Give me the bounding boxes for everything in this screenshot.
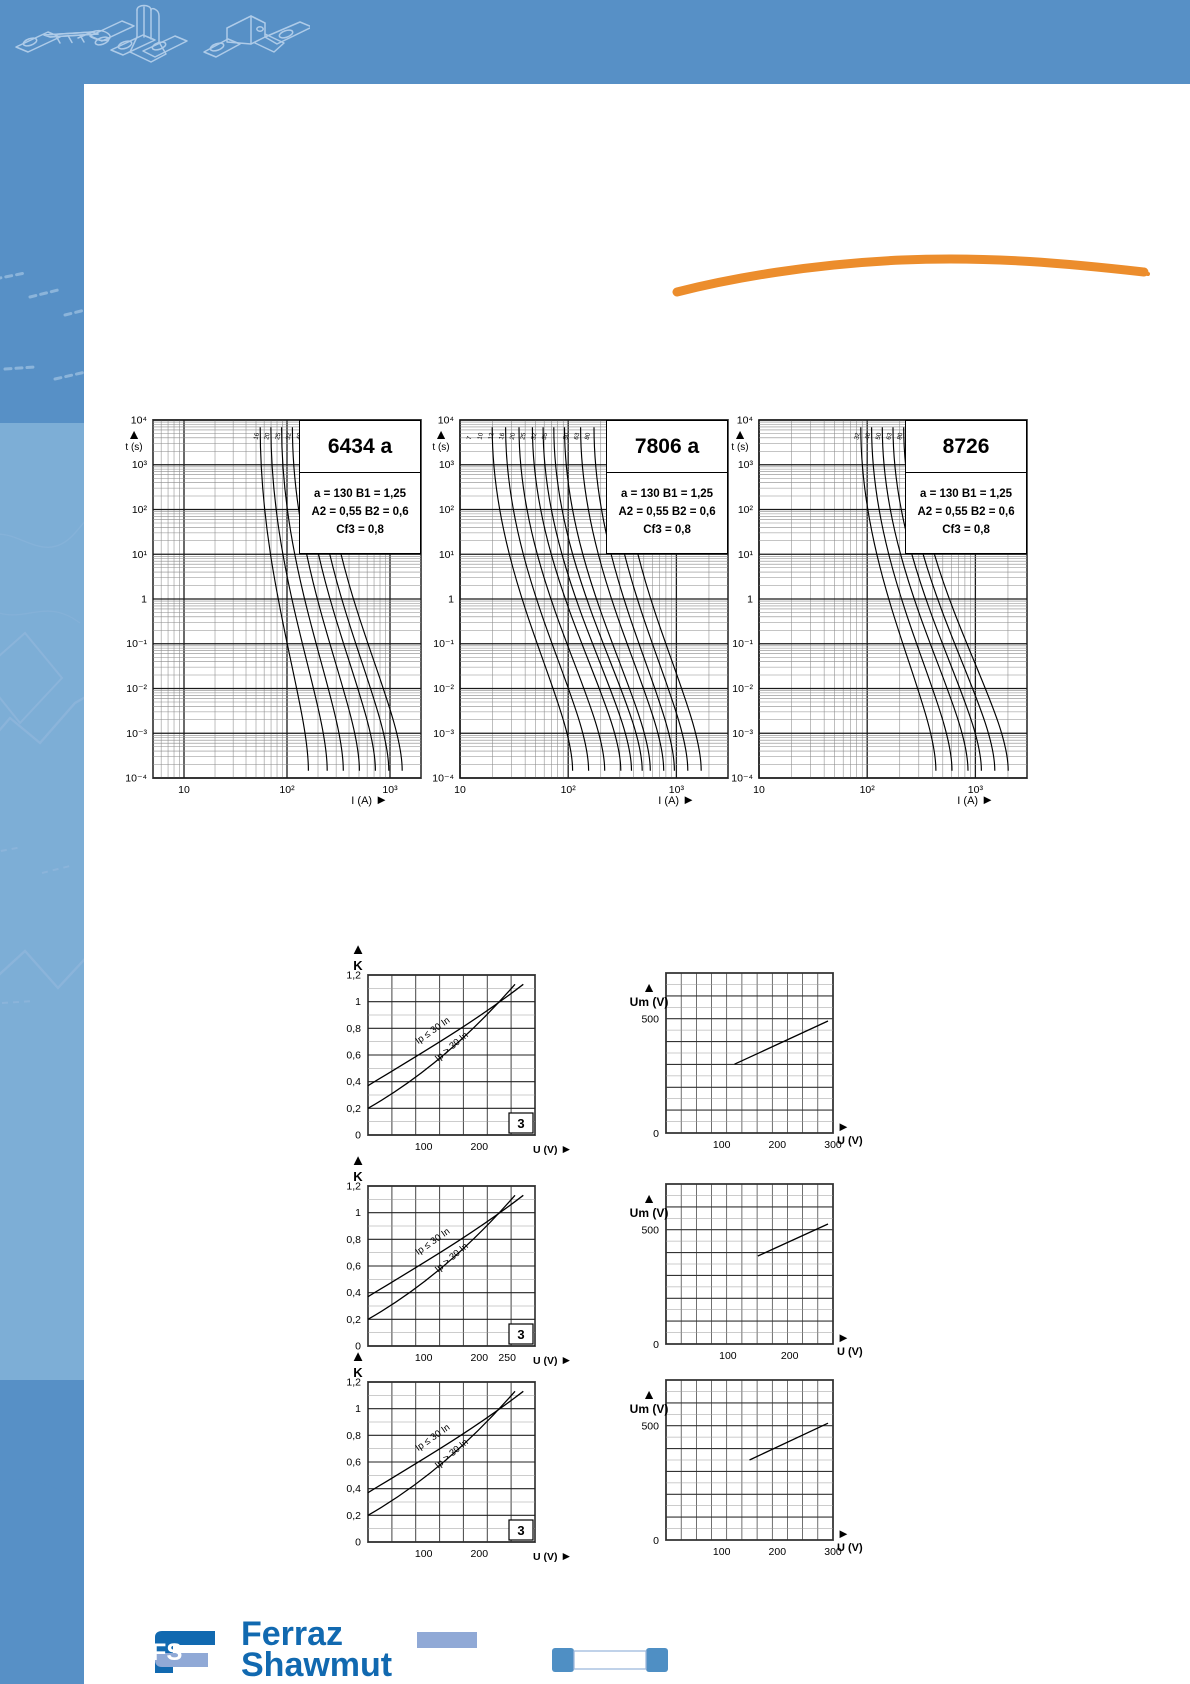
svg-text:200: 200 (781, 1350, 799, 1362)
svg-text:10⁻⁴: 10⁻⁴ (125, 773, 147, 785)
svg-text:10²: 10² (738, 504, 754, 516)
svg-text:0,2: 0,2 (346, 1314, 361, 1326)
svg-text:0,4: 0,4 (346, 1076, 361, 1088)
svg-text:10¹: 10¹ (132, 549, 148, 561)
svg-text:0,6: 0,6 (346, 1261, 361, 1273)
svg-text:500: 500 (641, 1421, 659, 1433)
svg-text:100: 100 (719, 1350, 737, 1362)
svg-text:10⁻¹: 10⁻¹ (433, 638, 454, 650)
svg-text:200: 200 (471, 1548, 489, 1560)
svg-text:3: 3 (517, 1523, 524, 1538)
svg-text:100: 100 (415, 1548, 433, 1560)
svg-text:10⁻¹: 10⁻¹ (126, 638, 147, 650)
svg-text:10⁻²: 10⁻² (732, 683, 753, 695)
svg-text:10⁴: 10⁴ (131, 415, 147, 427)
svg-text:10¹: 10¹ (738, 549, 754, 561)
svg-text:10⁻¹: 10⁻¹ (732, 638, 753, 650)
svg-text:10¹: 10¹ (439, 549, 455, 561)
svg-text:0,8: 0,8 (346, 1023, 361, 1035)
svg-text:200: 200 (769, 1139, 787, 1151)
svg-text:0,2: 0,2 (346, 1510, 361, 1522)
svg-text:200: 200 (769, 1546, 787, 1558)
svg-text:10⁻²: 10⁻² (433, 683, 454, 695)
svg-text:500: 500 (641, 1014, 659, 1026)
svg-text:1: 1 (448, 594, 454, 606)
svg-text:0,8: 0,8 (346, 1430, 361, 1442)
svg-text:0: 0 (653, 1128, 659, 1140)
svg-text:200: 200 (471, 1141, 489, 1153)
svg-text:0,4: 0,4 (346, 1483, 361, 1495)
svg-text:1: 1 (141, 594, 147, 606)
svg-text:250: 250 (498, 1352, 516, 1364)
svg-text:10⁴: 10⁴ (438, 415, 454, 427)
svg-text:0: 0 (355, 1537, 361, 1549)
svg-text:10⁻⁴: 10⁻⁴ (432, 773, 454, 785)
svg-text:1: 1 (747, 594, 753, 606)
svg-text:1: 1 (355, 1207, 361, 1219)
svg-text:10³: 10³ (132, 459, 148, 471)
svg-text:500: 500 (641, 1225, 659, 1237)
svg-text:100: 100 (713, 1139, 731, 1151)
svg-text:10⁻⁴: 10⁻⁴ (731, 773, 753, 785)
svg-text:10⁻³: 10⁻³ (732, 728, 753, 740)
svg-text:0: 0 (653, 1339, 659, 1351)
svg-text:0: 0 (355, 1130, 361, 1142)
svg-text:1: 1 (355, 1403, 361, 1415)
svg-text:1: 1 (355, 996, 361, 1008)
svg-text:100: 100 (415, 1352, 433, 1364)
svg-text:100: 100 (713, 1546, 731, 1558)
svg-text:10²: 10² (279, 784, 295, 796)
svg-text:10⁻³: 10⁻³ (126, 728, 147, 740)
svg-text:10⁻²: 10⁻² (126, 683, 147, 695)
svg-text:100: 100 (415, 1141, 433, 1153)
svg-text:0,8: 0,8 (346, 1234, 361, 1246)
svg-text:10⁴: 10⁴ (737, 415, 753, 427)
svg-text:0,2: 0,2 (346, 1103, 361, 1115)
svg-text:3: 3 (517, 1116, 524, 1131)
svg-text:10: 10 (753, 784, 765, 796)
svg-text:3: 3 (517, 1327, 524, 1342)
svg-text:10³: 10³ (738, 459, 754, 471)
svg-text:10⁻³: 10⁻³ (433, 728, 454, 740)
svg-text:10²: 10² (561, 784, 577, 796)
svg-text:FS: FS (153, 1639, 182, 1666)
svg-text:0,6: 0,6 (346, 1050, 361, 1062)
svg-text:0,6: 0,6 (346, 1457, 361, 1469)
svg-text:10: 10 (178, 784, 190, 796)
svg-text:0,4: 0,4 (346, 1287, 361, 1299)
svg-text:200: 200 (471, 1352, 489, 1364)
svg-text:10²: 10² (132, 504, 148, 516)
svg-text:10³: 10³ (439, 459, 455, 471)
svg-text:10: 10 (454, 784, 466, 796)
svg-text:10²: 10² (860, 784, 876, 796)
svg-text:10²: 10² (439, 504, 455, 516)
svg-text:0: 0 (653, 1535, 659, 1547)
